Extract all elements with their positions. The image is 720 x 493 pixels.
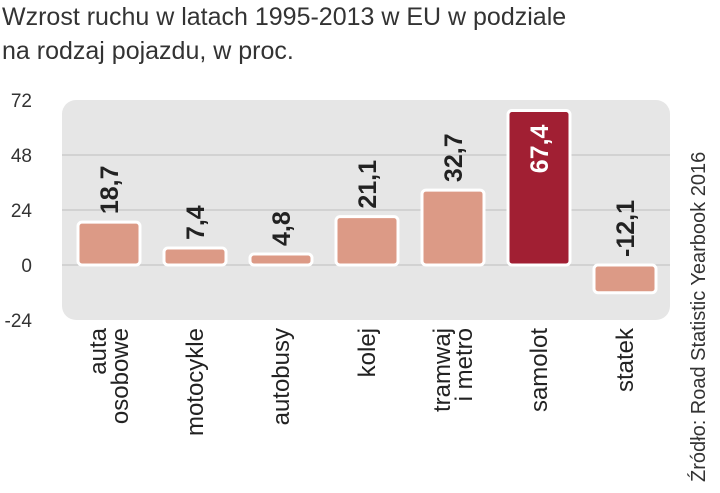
- bar: [420, 188, 486, 267]
- x-tick-label: autobusy: [268, 328, 295, 425]
- x-tick-label: tramwaj: [429, 328, 456, 412]
- chart-title-line-1: Wzrost ruchu w latach 1995-2013 w EU w p…: [2, 3, 567, 31]
- source-note: Źródło: Road Statistic Yearbook 2016: [688, 110, 720, 490]
- y-tick-label: 72: [11, 91, 32, 112]
- data-label: -12,1: [612, 200, 640, 257]
- data-label: 7,4: [182, 205, 210, 240]
- x-tick-label: kolej: [354, 328, 381, 377]
- bar: [506, 109, 572, 267]
- bar: [76, 220, 142, 267]
- x-tick-label: statek: [612, 327, 639, 392]
- x-tick-label: i metro: [451, 328, 478, 401]
- bar: [162, 246, 228, 267]
- y-tick-label: 0: [21, 256, 32, 277]
- y-tick-label: -24: [5, 311, 33, 332]
- chart-title: Wzrost ruchu w latach 1995-2013 w EU w p…: [2, 0, 662, 68]
- bar: [592, 263, 658, 295]
- data-label: 32,7: [440, 133, 468, 182]
- chart-title-line-2: na rodzaj pojazdu, w proc.: [2, 37, 294, 65]
- x-tick-label: motocykle: [182, 328, 209, 436]
- x-tick-label: auta: [85, 327, 112, 374]
- x-tick-label: osobowe: [107, 328, 134, 424]
- data-label: 4,8: [268, 211, 296, 246]
- source-text: Źródło: Road Statistic Yearbook 2016: [688, 151, 710, 482]
- x-tick-label: samolot: [526, 328, 553, 412]
- y-tick-label: 24: [11, 201, 33, 222]
- data-label: 67,4: [526, 124, 554, 173]
- data-label: 21,1: [354, 160, 382, 209]
- data-label: 18,7: [96, 165, 124, 214]
- y-tick-label: 48: [11, 146, 32, 167]
- bar: [248, 252, 314, 267]
- bar: [334, 215, 400, 267]
